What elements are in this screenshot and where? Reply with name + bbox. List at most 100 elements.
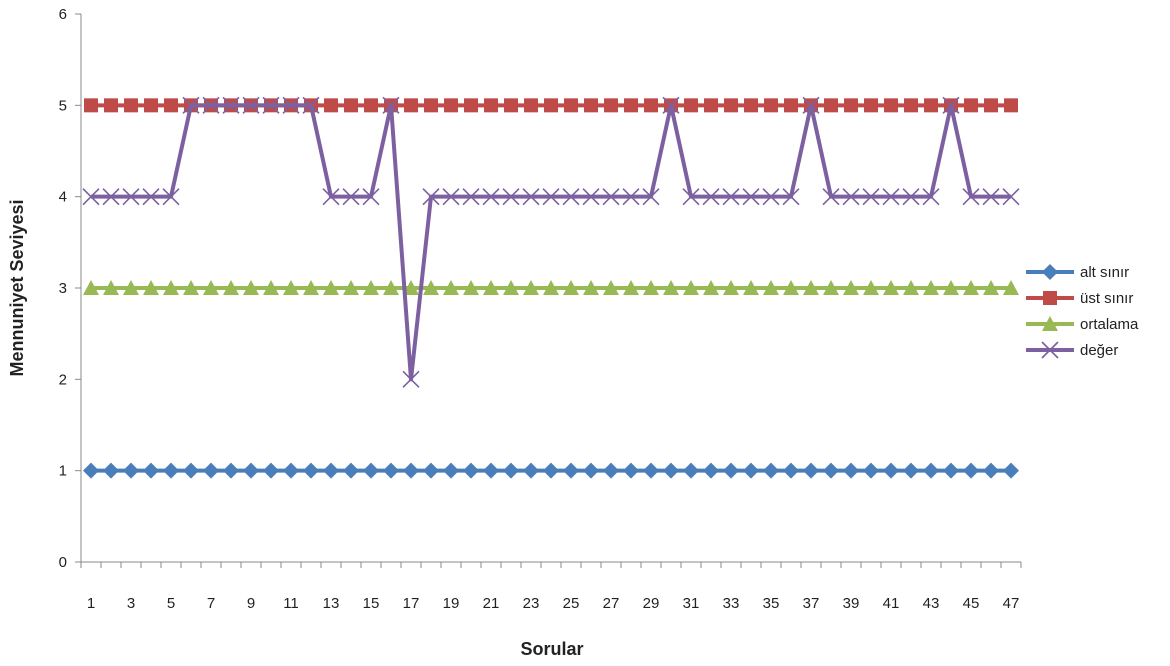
x-tick-label: 29 <box>643 595 660 612</box>
data-point <box>263 462 279 479</box>
legend-label: değer <box>1080 342 1118 359</box>
data-point <box>363 462 379 479</box>
data-point <box>924 98 938 113</box>
data-point <box>1002 188 1020 206</box>
data-point <box>443 280 459 295</box>
data-point <box>802 96 820 114</box>
data-point <box>803 462 819 479</box>
data-point <box>623 462 639 479</box>
data-point <box>422 188 440 206</box>
data-point <box>162 188 180 206</box>
data-point <box>403 280 419 295</box>
data-point <box>84 98 98 113</box>
data-point <box>503 280 519 295</box>
data-point <box>223 280 239 295</box>
data-point <box>903 462 919 479</box>
data-point <box>463 462 479 479</box>
data-point <box>424 98 438 113</box>
data-point <box>643 462 659 479</box>
data-point <box>142 188 160 206</box>
data-point <box>942 96 960 114</box>
data-point <box>423 280 439 295</box>
data-point <box>483 462 499 479</box>
data-point <box>243 462 259 479</box>
data-point <box>442 188 460 206</box>
data-point <box>983 280 999 295</box>
data-point <box>983 462 999 479</box>
data-point <box>123 462 139 479</box>
data-point <box>262 96 280 114</box>
data-point <box>782 188 800 206</box>
data-point <box>763 462 779 479</box>
x-tick-label: 15 <box>363 595 380 612</box>
x-axis-title: Sorular <box>520 639 583 659</box>
x-tick-label: 1 <box>87 595 95 612</box>
data-point <box>883 280 899 295</box>
data-point <box>223 462 239 479</box>
data-point <box>622 188 640 206</box>
data-point <box>864 98 878 113</box>
data-point <box>742 188 760 206</box>
data-point <box>123 280 139 295</box>
data-point <box>464 98 478 113</box>
data-point <box>103 280 119 295</box>
data-point <box>1004 98 1018 113</box>
data-point <box>203 462 219 479</box>
x-tick-label: 25 <box>563 595 580 612</box>
data-point <box>283 462 299 479</box>
x-tick-label: 19 <box>443 595 460 612</box>
legend-marker <box>1042 264 1058 280</box>
data-point <box>102 188 120 206</box>
data-point <box>663 462 679 479</box>
data-point <box>683 462 699 479</box>
data-point <box>602 188 620 206</box>
legend-label: ortalama <box>1080 316 1139 333</box>
data-point <box>863 462 879 479</box>
data-point <box>702 188 720 206</box>
data-point <box>482 188 500 206</box>
data-point <box>283 280 299 295</box>
x-tick-label: 17 <box>403 595 420 612</box>
data-point <box>104 98 118 113</box>
legend-marker <box>1042 316 1058 331</box>
data-point <box>764 98 778 113</box>
data-point <box>364 98 378 113</box>
data-point <box>1003 462 1019 479</box>
data-point <box>143 280 159 295</box>
data-point <box>724 98 738 113</box>
data-point <box>1003 280 1019 295</box>
data-point <box>83 462 99 479</box>
data-point <box>922 188 940 206</box>
data-point <box>183 280 199 295</box>
data-point <box>543 280 559 295</box>
data-point <box>684 98 698 113</box>
data-point <box>923 462 939 479</box>
data-point <box>784 98 798 113</box>
data-point <box>964 98 978 113</box>
data-point <box>884 98 898 113</box>
data-point <box>542 188 560 206</box>
series-3 <box>82 96 1020 388</box>
y-tick-label: 1 <box>59 463 67 480</box>
data-point <box>762 188 780 206</box>
data-point <box>504 98 518 113</box>
data-point <box>723 462 739 479</box>
data-point <box>342 188 360 206</box>
data-point <box>343 280 359 295</box>
data-point <box>383 280 399 295</box>
data-point <box>202 96 220 114</box>
data-point <box>324 98 338 113</box>
x-tick-label: 37 <box>803 595 820 612</box>
data-point <box>182 96 200 114</box>
x-tick-label: 5 <box>167 595 175 612</box>
data-point <box>963 280 979 295</box>
x-tick-label: 47 <box>1003 595 1020 612</box>
data-point <box>803 280 819 295</box>
data-point <box>682 188 700 206</box>
data-point <box>823 462 839 479</box>
legend-item: ortalama <box>1026 316 1139 333</box>
data-point <box>122 188 140 206</box>
data-point <box>383 462 399 479</box>
data-point <box>903 280 919 295</box>
